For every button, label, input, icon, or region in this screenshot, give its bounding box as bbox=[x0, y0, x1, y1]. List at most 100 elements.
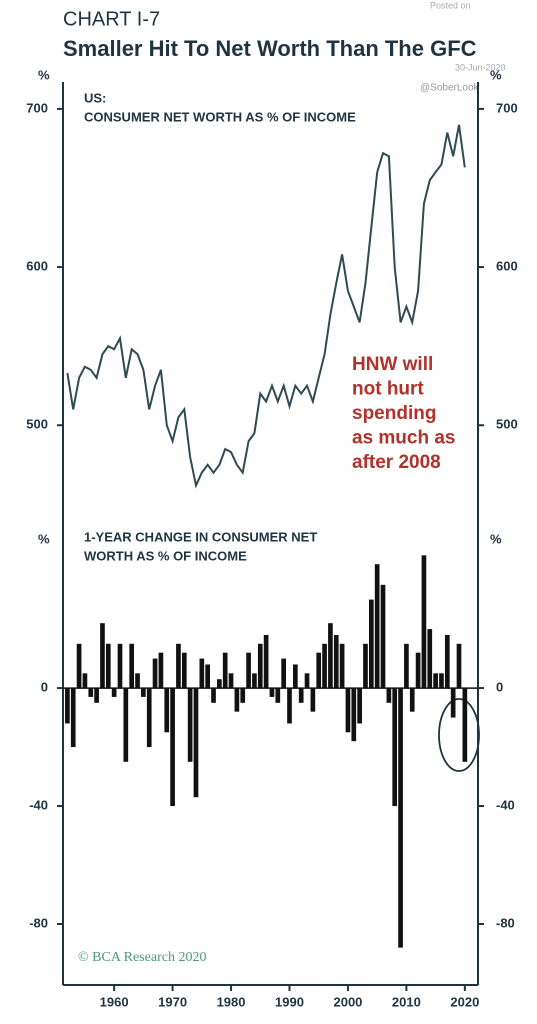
bar bbox=[386, 688, 392, 703]
y-tick-label: 500 bbox=[26, 417, 48, 432]
bar bbox=[368, 599, 374, 689]
bar bbox=[380, 584, 386, 689]
bar bbox=[298, 688, 304, 703]
bar bbox=[316, 652, 322, 689]
bar bbox=[111, 688, 117, 697]
bar bbox=[88, 688, 94, 697]
bar bbox=[433, 673, 438, 689]
y-tick-label: 500 bbox=[496, 417, 518, 432]
panel-title: WORTH AS % OF INCOME bbox=[84, 548, 247, 563]
y-tick-label: -40 bbox=[29, 797, 48, 812]
highlight-circle bbox=[438, 698, 480, 772]
bar bbox=[129, 643, 135, 689]
bar bbox=[170, 688, 175, 807]
bar bbox=[217, 679, 222, 689]
bar bbox=[392, 688, 398, 807]
bar bbox=[187, 688, 193, 762]
watermark: Posted on bbox=[430, 0, 471, 10]
y-unit: % bbox=[38, 67, 50, 82]
source: © BCA Research 2020 bbox=[78, 950, 206, 965]
axes bbox=[62, 82, 479, 986]
bar bbox=[222, 652, 228, 689]
watermark: @SoberLook bbox=[420, 83, 480, 94]
y-tick-label: -80 bbox=[29, 915, 48, 930]
bar bbox=[269, 688, 275, 697]
x-tick-label: 1980 bbox=[217, 994, 246, 1009]
y-tick-label: 700 bbox=[496, 100, 518, 115]
bar bbox=[444, 634, 450, 689]
bar bbox=[82, 673, 88, 689]
annotation: not hurt bbox=[352, 379, 424, 400]
bar bbox=[293, 664, 298, 689]
y-tick-label: 700 bbox=[26, 100, 48, 115]
bar bbox=[105, 643, 111, 689]
bar bbox=[287, 688, 292, 724]
x-tick-label: 1970 bbox=[158, 994, 187, 1009]
watermark: 30-Jun-2020 bbox=[455, 62, 506, 72]
x-tick-label: 1960 bbox=[100, 994, 129, 1009]
bar bbox=[164, 688, 170, 733]
y-tick-label: 0 bbox=[41, 680, 48, 695]
bar bbox=[135, 673, 140, 689]
y-tick-label: 0 bbox=[496, 680, 503, 695]
bar bbox=[345, 688, 351, 733]
chart-number: CHART I-7 bbox=[63, 8, 160, 30]
panel-title: 1-YEAR CHANGE IN CONSUMER NET bbox=[84, 529, 317, 544]
bar bbox=[246, 652, 251, 689]
bar bbox=[421, 555, 427, 689]
bar bbox=[199, 658, 205, 689]
bar bbox=[76, 643, 82, 689]
bar bbox=[117, 643, 123, 689]
panel-title: CONSUMER NET WORTH AS % OF INCOME bbox=[84, 109, 356, 124]
bar bbox=[123, 688, 129, 762]
bar bbox=[409, 688, 415, 712]
bar bbox=[374, 564, 380, 689]
bar bbox=[415, 652, 421, 689]
y-unit: % bbox=[490, 531, 502, 546]
bar bbox=[205, 664, 211, 689]
bar bbox=[439, 673, 444, 689]
bar bbox=[275, 688, 281, 703]
bar bbox=[228, 673, 234, 689]
bar bbox=[328, 623, 333, 689]
bar bbox=[257, 643, 263, 689]
bar bbox=[240, 688, 246, 703]
bar bbox=[146, 688, 152, 748]
bar bbox=[398, 688, 403, 948]
x-tick-label: 2010 bbox=[392, 994, 421, 1009]
x-tick-label: 2000 bbox=[333, 994, 362, 1009]
bar bbox=[333, 634, 339, 689]
bar bbox=[158, 652, 164, 689]
annotation: as much as bbox=[352, 428, 456, 449]
bar bbox=[450, 688, 456, 718]
bar bbox=[310, 688, 316, 712]
bar bbox=[94, 688, 99, 703]
y-tick-label: -40 bbox=[496, 797, 515, 812]
bar bbox=[339, 643, 345, 689]
bar bbox=[263, 634, 269, 689]
annotation: after 2008 bbox=[352, 452, 441, 473]
x-tick-label: 2020 bbox=[450, 994, 479, 1009]
bar bbox=[427, 629, 433, 689]
bar bbox=[357, 688, 362, 724]
bar bbox=[462, 688, 468, 762]
chart-title: Smaller Hit To Net Worth Than The GFC bbox=[63, 36, 477, 61]
bar bbox=[70, 688, 76, 748]
bar bbox=[176, 643, 181, 689]
bar bbox=[152, 658, 158, 689]
line bbox=[66, 124, 466, 489]
y-tick-label: 600 bbox=[496, 259, 518, 274]
bar bbox=[322, 643, 327, 689]
bar bbox=[234, 688, 240, 712]
x-tick-label: 1990 bbox=[275, 994, 304, 1009]
annotation: HNW will bbox=[352, 354, 433, 375]
bar bbox=[304, 673, 310, 689]
bar bbox=[252, 673, 257, 689]
bar bbox=[100, 623, 105, 689]
y-tick-label: -80 bbox=[496, 915, 515, 930]
bar bbox=[65, 688, 70, 724]
bar bbox=[351, 688, 357, 742]
y-unit: % bbox=[38, 531, 50, 546]
